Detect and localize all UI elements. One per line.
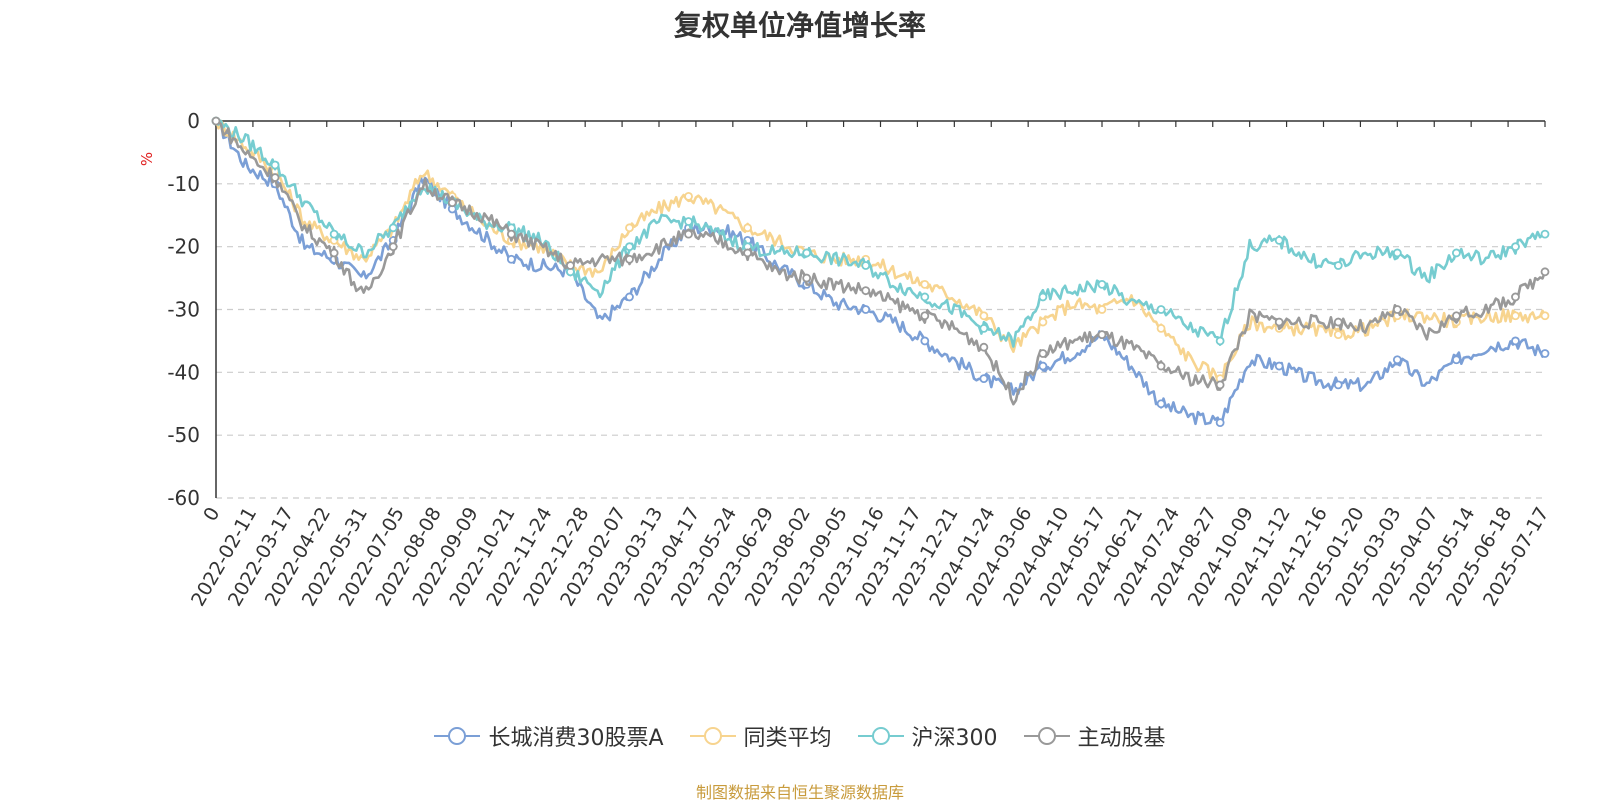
series-point — [1540, 229, 1550, 239]
series-point — [329, 248, 339, 258]
series-point — [1156, 305, 1166, 314]
series-point — [979, 323, 989, 333]
series-point — [1540, 267, 1550, 277]
series-point — [1511, 311, 1520, 321]
series-point — [1097, 279, 1107, 289]
y-tick-label: -10 — [167, 172, 200, 196]
legend-label-fund: 长城消费30股票A — [488, 726, 664, 751]
series-point — [979, 374, 989, 384]
series-line — [214, 119, 1547, 383]
y-tick-label: -30 — [167, 298, 200, 322]
series-point — [920, 279, 930, 289]
line-chart: 0-10-20-30-40-50-6002022-02-112022-03-17… — [167, 109, 1553, 610]
y-tick-label: -50 — [167, 423, 200, 447]
series-line — [215, 119, 1547, 406]
series-point — [625, 242, 634, 252]
legend-marker-active-equity — [1023, 727, 1070, 745]
legend-item-peer-average[interactable]: 同类平均 — [689, 720, 832, 752]
series-point — [625, 254, 634, 264]
series-point — [1215, 418, 1225, 428]
legend-marker-fund — [434, 727, 481, 745]
legend-item-csi300[interactable]: 沪深300 — [857, 720, 998, 752]
legend-item-fund[interactable]: 长城消费30股票A — [434, 720, 664, 752]
series-point — [625, 223, 634, 233]
y-tick-label: -60 — [167, 486, 200, 510]
series-point — [1097, 330, 1107, 340]
series-point — [802, 248, 812, 258]
series-point — [1333, 317, 1343, 327]
series-point — [979, 311, 989, 321]
series-point — [211, 116, 221, 126]
y-tick-label: -20 — [167, 235, 200, 259]
series-point — [1333, 380, 1343, 390]
series-point — [388, 242, 398, 252]
series-point — [920, 292, 930, 302]
series-point — [270, 160, 280, 170]
series-line — [216, 119, 1547, 426]
series-point — [625, 292, 634, 302]
series-point — [743, 248, 752, 258]
series-point — [566, 261, 575, 270]
series-point — [329, 229, 339, 239]
series-point — [861, 286, 871, 296]
chart-legend: 长城消费30股票A 同类平均 沪深300 主动股基 — [0, 720, 1600, 752]
series-point — [684, 191, 693, 201]
series-point — [1511, 336, 1520, 346]
series-point — [270, 173, 280, 182]
legend-marker-peer-average — [689, 727, 736, 745]
legend-item-active-equity[interactable]: 主动股基 — [1023, 720, 1166, 752]
series-point — [684, 217, 693, 226]
series-point — [1540, 311, 1550, 321]
series-point — [1215, 336, 1225, 346]
series-point — [506, 254, 516, 264]
series-point — [506, 229, 516, 239]
series-point — [861, 261, 871, 270]
series-line — [214, 119, 1546, 348]
legend-label-csi300: 沪深300 — [911, 726, 998, 751]
chart-title: 复权单位净值增长率 — [673, 9, 926, 42]
series-point — [802, 273, 812, 283]
series-point — [1274, 361, 1284, 371]
series-point — [861, 305, 871, 314]
y-tick-label: -40 — [167, 360, 200, 384]
series-point — [979, 342, 989, 352]
legend-label-active-equity: 主动股基 — [1077, 726, 1166, 751]
series-point — [1038, 317, 1048, 327]
series-point — [1392, 248, 1402, 258]
series-point — [743, 223, 752, 233]
series-point — [1156, 361, 1166, 371]
series-point — [1540, 349, 1550, 358]
series-point — [447, 198, 457, 208]
y-tick-label: 0 — [187, 109, 200, 133]
series-point — [920, 336, 930, 346]
series-point — [1511, 292, 1520, 302]
series-point — [684, 229, 693, 239]
legend-marker-csi300 — [857, 727, 904, 745]
series-point — [1274, 235, 1284, 245]
series-point — [1452, 355, 1461, 365]
series-point — [1452, 311, 1461, 321]
series-point — [1156, 399, 1166, 409]
series-point — [1333, 330, 1343, 340]
series-point — [1274, 317, 1284, 327]
x-tick-label: 0 — [199, 504, 224, 525]
series-point — [1038, 361, 1048, 371]
series-point — [1511, 242, 1520, 252]
series-point — [920, 311, 930, 321]
series-point — [1215, 380, 1225, 390]
series-point — [1038, 292, 1048, 302]
series-point — [388, 223, 398, 233]
series-point — [1392, 355, 1402, 365]
series-point — [1156, 323, 1166, 333]
series-point — [1392, 305, 1402, 314]
series-point — [1333, 261, 1343, 270]
data-source-note: 制图数据来自恒生聚源数据库 — [695, 783, 904, 802]
series-point — [1097, 305, 1107, 314]
legend-label-peer-average: 同类平均 — [743, 726, 832, 751]
series-point — [1452, 248, 1461, 258]
series-point — [1038, 349, 1048, 358]
